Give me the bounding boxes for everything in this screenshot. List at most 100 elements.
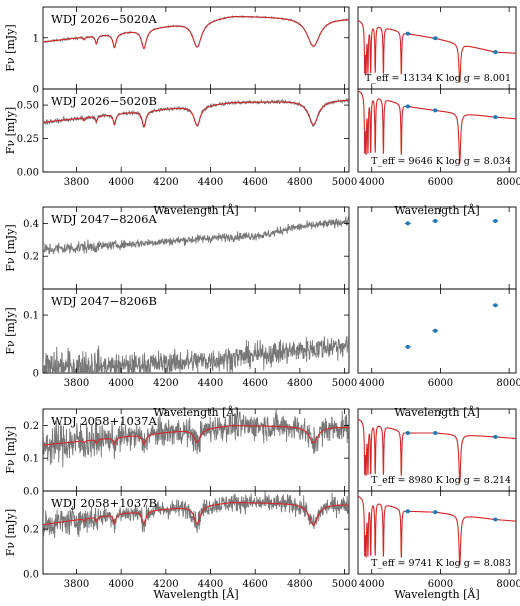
x-tick-label: 4000	[108, 378, 133, 389]
sed-photometry-point	[493, 115, 498, 120]
x-tick-label: 4400	[198, 378, 223, 389]
panel-star-name: WDJ 2058+1037B	[51, 496, 157, 510]
sed-photometry-point	[433, 36, 438, 41]
x-tick-label: 6000	[428, 579, 453, 590]
sed-photometry-point	[405, 104, 410, 109]
model-spectrum-line	[43, 501, 349, 526]
x-tick-label: 4600	[242, 579, 267, 590]
sed-panel-frame	[357, 88, 517, 173]
panel-star-name: WDJ 2058+1037A	[51, 414, 157, 428]
model-spectrum-line	[43, 425, 349, 446]
spectrum-panel-frame	[42, 88, 350, 173]
sed-photometry-point	[405, 31, 410, 36]
x-tick-label: 4400	[198, 177, 223, 188]
sed-photometry-point	[433, 510, 438, 515]
x-tick-label: 4800	[287, 378, 312, 389]
x-axis-label: Wavelength [Å]	[153, 203, 238, 217]
x-tick-label: 4000	[359, 378, 384, 389]
y-tick-label: 0.2	[23, 252, 39, 263]
y-tick-label: 0.1	[23, 311, 39, 322]
panel-star-name: WDJ 2026−5020A	[51, 12, 157, 26]
x-tick-label: 5000	[332, 378, 357, 389]
y-tick-label: 0.0	[23, 570, 39, 581]
x-axis-label: Wavelength [Å]	[153, 587, 238, 601]
sed-photometry-point	[493, 303, 498, 308]
y-tick-label: 0.2	[23, 525, 39, 536]
fit-parameters-label: T_eff = 9646 K log g = 8.034	[371, 156, 511, 167]
y-tick-label: 0.1	[23, 454, 39, 465]
x-axis-label: Wavelength [Å]	[153, 405, 238, 419]
sed-panel-frame	[357, 206, 517, 290]
x-tick-label: 3800	[64, 177, 89, 188]
observed-spectrum-line	[43, 216, 349, 255]
figure-content: 0 1 WDJ 2026−5020A Fν [mJy] T_eff = 13134 K …	[4, 6, 520, 601]
sed-panel-frame	[357, 490, 517, 575]
y-tick-label: 0.00	[17, 168, 39, 179]
x-tick-label: 3800	[64, 378, 89, 389]
x-tick-label: 4800	[287, 177, 312, 188]
y-tick-label: 0	[33, 85, 39, 96]
x-tick-label: 4600	[242, 177, 267, 188]
fit-parameters-label: T_eff = 9741 K log g = 8.083	[371, 558, 511, 569]
y-axis-label: Fν [mJy]	[4, 307, 17, 354]
x-tick-label: 4800	[287, 579, 312, 590]
x-tick-label: 4200	[153, 579, 178, 590]
x-tick-label: 6000	[428, 378, 453, 389]
panel-star-name: WDJ 2047−8206B	[51, 294, 157, 308]
sed-photometry-point	[433, 218, 438, 223]
sed-photometry-point	[493, 50, 498, 55]
fit-parameters-label: T_eff = 13134 K log g = 8.001	[365, 73, 511, 84]
x-tick-label: 8000	[496, 378, 520, 389]
y-tick-label: 0.50	[17, 101, 39, 112]
panel-star-name: WDJ 2026−5020B	[51, 94, 157, 108]
y-axis-label: Fν [mJy]	[4, 224, 17, 271]
fit-parameters-label: T_eff = 8980 K log g = 8.214	[371, 475, 511, 486]
sed-photometry-point	[493, 218, 498, 223]
sed-photometry-point	[433, 430, 438, 435]
sed-model-line	[358, 495, 516, 566]
sed-photometry-point	[493, 517, 498, 522]
sed-photometry-point	[405, 344, 410, 349]
sed-panel-frame	[357, 288, 517, 374]
x-tick-label: 8000	[496, 177, 520, 188]
x-axis-label: Wavelength [Å]	[394, 587, 479, 601]
y-tick-label: 0.0	[23, 487, 39, 498]
sed-photometry-point	[433, 328, 438, 333]
x-axis-label: Wavelength [Å]	[394, 203, 479, 217]
spectrum-panel-frame	[42, 288, 350, 374]
y-tick-label: 0.25	[17, 134, 39, 145]
x-tick-label: 4600	[242, 378, 267, 389]
x-tick-label: 4400	[198, 579, 223, 590]
y-axis-label: Fν [mJy]	[4, 509, 17, 556]
x-axis-label: Wavelength [Å]	[394, 405, 479, 419]
sed-photometry-point	[405, 509, 410, 514]
sed-model-line	[358, 90, 516, 164]
sed-photometry-point	[433, 108, 438, 113]
sed-photometry-point	[493, 434, 498, 439]
y-axis-label: Fν [mJy]	[4, 426, 17, 473]
sed-model-line	[358, 418, 516, 483]
x-tick-label: 5000	[332, 177, 357, 188]
observed-spectrum-line	[43, 409, 349, 468]
x-tick-label: 4000	[359, 579, 384, 590]
panel-star-name: WDJ 2047−8206A	[51, 212, 157, 226]
model-spectrum-line	[43, 99, 349, 128]
x-tick-label: 4000	[108, 177, 133, 188]
x-tick-label: 4000	[108, 579, 133, 590]
x-tick-label: 5000	[332, 579, 357, 590]
observed-spectrum-line	[43, 335, 349, 373]
y-tick-label: 0	[33, 369, 39, 380]
x-tick-label: 6000	[428, 177, 453, 188]
x-tick-label: 4000	[359, 177, 384, 188]
x-tick-label: 4200	[153, 177, 178, 188]
y-axis-label: Fν [mJy]	[4, 107, 17, 154]
y-tick-label: 0.4	[23, 219, 39, 230]
x-tick-label: 8000	[496, 579, 520, 590]
y-tick-label: 0.2	[23, 421, 39, 432]
y-tick-label: 1	[33, 33, 39, 44]
x-tick-label: 3800	[64, 579, 89, 590]
sed-photometry-point	[405, 221, 410, 226]
y-axis-label: Fν [mJy]	[4, 24, 17, 71]
sed-photometry-point	[405, 430, 410, 435]
